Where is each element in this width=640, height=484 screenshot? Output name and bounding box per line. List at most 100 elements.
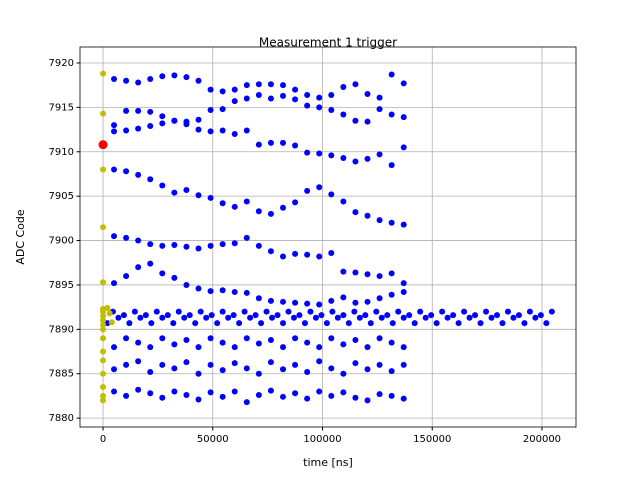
scatter-point	[280, 366, 287, 373]
scatter-point	[243, 127, 250, 134]
scatter-point	[219, 200, 226, 207]
y-tick-label: 7915	[49, 102, 74, 113]
scatter-point	[280, 320, 287, 327]
scatter-point	[207, 288, 214, 295]
scatter-point	[123, 127, 130, 134]
scatter-point	[400, 114, 407, 121]
scatter-point	[159, 394, 166, 401]
scatter-point	[243, 95, 250, 102]
scatter-point	[316, 388, 323, 395]
scatter-point	[175, 308, 182, 315]
scatter-point	[100, 279, 107, 286]
scatter-point	[147, 390, 154, 397]
scatter-point	[164, 312, 171, 319]
scatter-point	[316, 150, 323, 157]
scatter-point	[388, 162, 395, 169]
scatter-point	[247, 314, 254, 321]
scatter-point	[292, 250, 299, 257]
y-tick-label: 7900	[49, 236, 74, 247]
y-tick-label: 7895	[49, 280, 74, 291]
scatter-point	[106, 310, 113, 317]
scatter-point	[219, 106, 226, 113]
scatter-point	[328, 335, 335, 342]
scatter-point	[376, 273, 383, 280]
scatter-point	[111, 166, 118, 173]
scatter-point	[328, 365, 335, 372]
scatter-point	[123, 234, 130, 241]
scatter-point	[389, 320, 396, 327]
scatter-point	[207, 389, 214, 396]
scatter-point	[340, 268, 347, 275]
scatter-point	[395, 308, 402, 315]
scatter-point	[195, 396, 202, 403]
scatter-point	[171, 117, 178, 124]
scatter-point	[296, 312, 303, 319]
scatter-point	[243, 365, 250, 372]
scatter-point	[135, 125, 142, 132]
scatter-point	[400, 289, 407, 296]
scatter-point	[280, 82, 287, 89]
scatter-point	[376, 361, 383, 368]
scatter-point	[340, 312, 347, 319]
scatter-point	[510, 314, 517, 321]
scatter-point	[376, 295, 383, 302]
scatter-point	[285, 308, 292, 315]
scatter-point	[123, 168, 130, 175]
scatter-point	[98, 140, 108, 150]
y-tick-label: 7885	[49, 369, 74, 380]
scatter-point	[373, 308, 380, 315]
scatter-point	[135, 107, 142, 114]
y-tick-label: 7905	[49, 191, 74, 202]
scatter-point	[192, 320, 199, 327]
scatter-point	[304, 149, 311, 156]
scatter-point	[225, 314, 232, 321]
scatter-point	[340, 83, 347, 90]
scatter-point	[243, 198, 250, 205]
scatter-point	[135, 79, 142, 86]
scatter-point	[334, 314, 341, 321]
scatter-point	[422, 314, 429, 321]
scatter-point	[195, 77, 202, 84]
scatter-point	[203, 314, 210, 321]
scatter-point	[135, 339, 142, 346]
scatter-point	[147, 260, 154, 267]
scatter-point	[171, 241, 178, 248]
scatter-point	[195, 192, 202, 199]
scatter-point	[328, 191, 335, 198]
scatter-point	[388, 368, 395, 375]
scatter-point	[483, 308, 490, 315]
scatter-point	[378, 314, 385, 321]
scatter-point	[328, 392, 335, 399]
scatter-point	[292, 299, 299, 306]
scatter-point	[183, 186, 190, 193]
scatter-point	[148, 320, 155, 327]
scatter-point	[171, 365, 178, 372]
plot-frame	[79, 46, 577, 428]
scatter-point	[123, 107, 130, 114]
scatter-point	[515, 312, 522, 319]
scatter-point	[521, 320, 528, 327]
scatter-point	[219, 88, 226, 95]
scatter-point	[316, 344, 323, 351]
scatter-point	[352, 117, 359, 124]
y-axis-label: ADC Code	[14, 209, 27, 265]
scatter-point	[241, 308, 248, 315]
scatter-point	[292, 142, 299, 149]
scatter-point	[159, 361, 166, 368]
chart-title: Measurement 1 trigger	[259, 36, 397, 50]
scatter-point	[159, 270, 166, 277]
y-tick-label: 7890	[49, 324, 74, 335]
scatter-point	[186, 312, 193, 319]
scatter-point	[108, 319, 115, 326]
scatter-point	[100, 70, 107, 77]
x-tick-label: 200000	[523, 434, 561, 445]
scatter-point	[195, 370, 202, 377]
scatter-point	[304, 339, 311, 346]
scatter-point	[307, 308, 314, 315]
scatter-point	[111, 233, 118, 240]
scatter-point	[231, 131, 238, 138]
scatter-point	[255, 141, 262, 148]
scatter-point	[183, 392, 190, 399]
scatter-point	[100, 370, 107, 377]
